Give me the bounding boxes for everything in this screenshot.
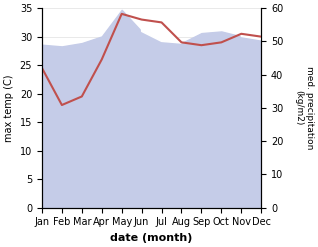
Y-axis label: max temp (C): max temp (C) <box>4 74 14 142</box>
X-axis label: date (month): date (month) <box>110 233 193 243</box>
Y-axis label: med. precipitation
(kg/m2): med. precipitation (kg/m2) <box>294 66 314 149</box>
